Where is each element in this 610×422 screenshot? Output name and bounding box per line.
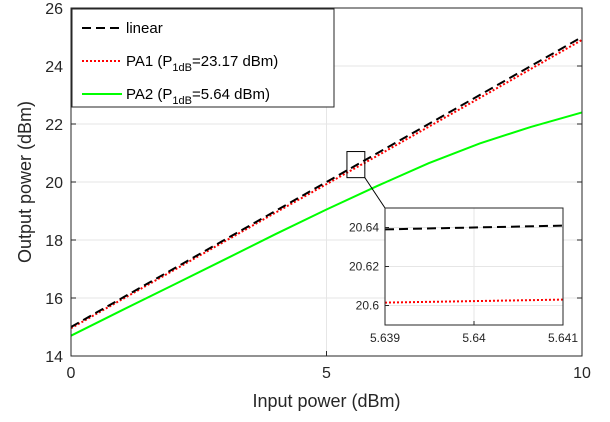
inset-axis-ticks: 5.639 5.64 5.641 20.6 20.62 20.64 — [349, 221, 578, 346]
legend-box — [71, 8, 335, 108]
y-tick-label: 20 — [45, 175, 63, 192]
axis-ticks: 0 5 10 14 16 18 20 22 24 26 — [45, 1, 591, 382]
y-tick-label: 14 — [45, 349, 63, 366]
x-tick-label: 10 — [573, 365, 591, 382]
y-tick-label: 26 — [45, 1, 63, 18]
x-tick-label: 5 — [322, 365, 331, 382]
y-tick-label: 16 — [45, 291, 63, 308]
inset-series-line-1 — [384, 298, 564, 304]
inset-series-layer — [384, 224, 564, 304]
legend-label-sub: 1dB — [172, 62, 192, 74]
zoom-region-box — [346, 151, 366, 179]
inset-x-tick-label: 5.64 — [462, 331, 486, 345]
inset-series-line-0 — [384, 224, 564, 231]
legend-label-main: PA1 (P — [126, 53, 172, 70]
legend-label-main: PA2 (P — [126, 86, 172, 103]
inset-x-tick-label: 5.639 — [370, 331, 400, 345]
inset-y-tick-label: 20.6 — [356, 299, 380, 313]
legend-label-tail: =23.17 dBm) — [192, 53, 278, 70]
legend: linear PA1 (P1dB=23.17 dBm) PA2 (P1dB=5.… — [71, 8, 335, 108]
zoom-connector-line — [364, 177, 386, 209]
series-layer — [70, 36, 583, 337]
inset-y-tick-label: 20.62 — [349, 260, 379, 274]
y-tick-label: 18 — [45, 233, 63, 250]
legend-label-sub: 1dB — [172, 95, 192, 107]
legend-label-pa1: PA1 (P1dB=23.17 dBm) — [126, 53, 278, 74]
series-line-1 — [70, 39, 583, 330]
y-axis-label: Output power (dBm) — [15, 101, 35, 263]
x-tick-label: 0 — [67, 365, 76, 382]
x-axis-label: Input power (dBm) — [252, 391, 400, 411]
legend-label-tail: =5.64 dBm) — [192, 86, 270, 103]
series-line-2 — [70, 111, 583, 337]
y-tick-label: 24 — [45, 59, 63, 76]
legend-label-pa2: PA2 (P1dB=5.64 dBm) — [126, 86, 270, 107]
y-tick-label: 22 — [45, 117, 63, 134]
legend-label-main: linear — [126, 20, 163, 37]
inset-x-tick-label: 5.641 — [548, 331, 578, 345]
inset-chart: 5.639 5.64 5.641 20.6 20.62 20.64 — [349, 207, 578, 346]
legend-label-linear: linear — [126, 20, 163, 37]
inset-y-tick-label: 20.64 — [349, 221, 379, 235]
